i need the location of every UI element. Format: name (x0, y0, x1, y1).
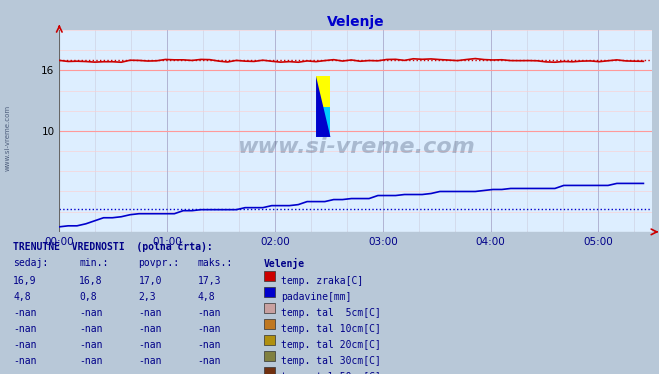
Text: -nan: -nan (138, 356, 162, 366)
Text: temp. tal 50cm[C]: temp. tal 50cm[C] (281, 372, 381, 374)
Text: maks.:: maks.: (198, 258, 233, 268)
Text: -nan: -nan (138, 308, 162, 318)
Text: TRENUTNE  VREDNOSTI  (polna črta):: TRENUTNE VREDNOSTI (polna črta): (13, 241, 213, 252)
Text: -nan: -nan (198, 324, 221, 334)
Text: -nan: -nan (138, 324, 162, 334)
Text: -nan: -nan (13, 356, 37, 366)
Text: 4,8: 4,8 (13, 292, 31, 302)
Text: 2,3: 2,3 (138, 292, 156, 302)
Text: -nan: -nan (198, 372, 221, 374)
Text: -nan: -nan (13, 324, 37, 334)
Text: -nan: -nan (13, 308, 37, 318)
Text: 0,8: 0,8 (79, 292, 97, 302)
Text: -nan: -nan (13, 340, 37, 350)
Text: -nan: -nan (138, 340, 162, 350)
Text: -nan: -nan (79, 324, 103, 334)
Text: 17,0: 17,0 (138, 276, 162, 286)
Text: Velenje: Velenje (264, 258, 304, 269)
Text: temp. tal  5cm[C]: temp. tal 5cm[C] (281, 308, 381, 318)
Text: -nan: -nan (79, 340, 103, 350)
Text: 16,9: 16,9 (13, 276, 37, 286)
Title: Velenje: Velenje (327, 15, 385, 29)
Text: 17,3: 17,3 (198, 276, 221, 286)
Text: temp. tal 30cm[C]: temp. tal 30cm[C] (281, 356, 381, 366)
Bar (316, 76, 330, 107)
Text: temp. tal 20cm[C]: temp. tal 20cm[C] (281, 340, 381, 350)
Text: -nan: -nan (138, 372, 162, 374)
Text: temp. zraka[C]: temp. zraka[C] (281, 276, 363, 286)
Text: -nan: -nan (198, 356, 221, 366)
Text: min.:: min.: (79, 258, 109, 268)
Text: -nan: -nan (13, 372, 37, 374)
Text: temp. tal 10cm[C]: temp. tal 10cm[C] (281, 324, 381, 334)
Text: -nan: -nan (79, 372, 103, 374)
Text: -nan: -nan (198, 340, 221, 350)
Text: 16,8: 16,8 (79, 276, 103, 286)
Text: -nan: -nan (79, 356, 103, 366)
Text: povpr.:: povpr.: (138, 258, 179, 268)
Text: www.si-vreme.com: www.si-vreme.com (5, 105, 11, 171)
Text: www.si-vreme.com: www.si-vreme.com (237, 137, 474, 157)
Polygon shape (316, 76, 330, 137)
Bar (316, 107, 330, 137)
Text: padavine[mm]: padavine[mm] (281, 292, 351, 302)
Text: -nan: -nan (198, 308, 221, 318)
Text: 4,8: 4,8 (198, 292, 215, 302)
Text: sedaj:: sedaj: (13, 258, 48, 268)
Text: -nan: -nan (79, 308, 103, 318)
